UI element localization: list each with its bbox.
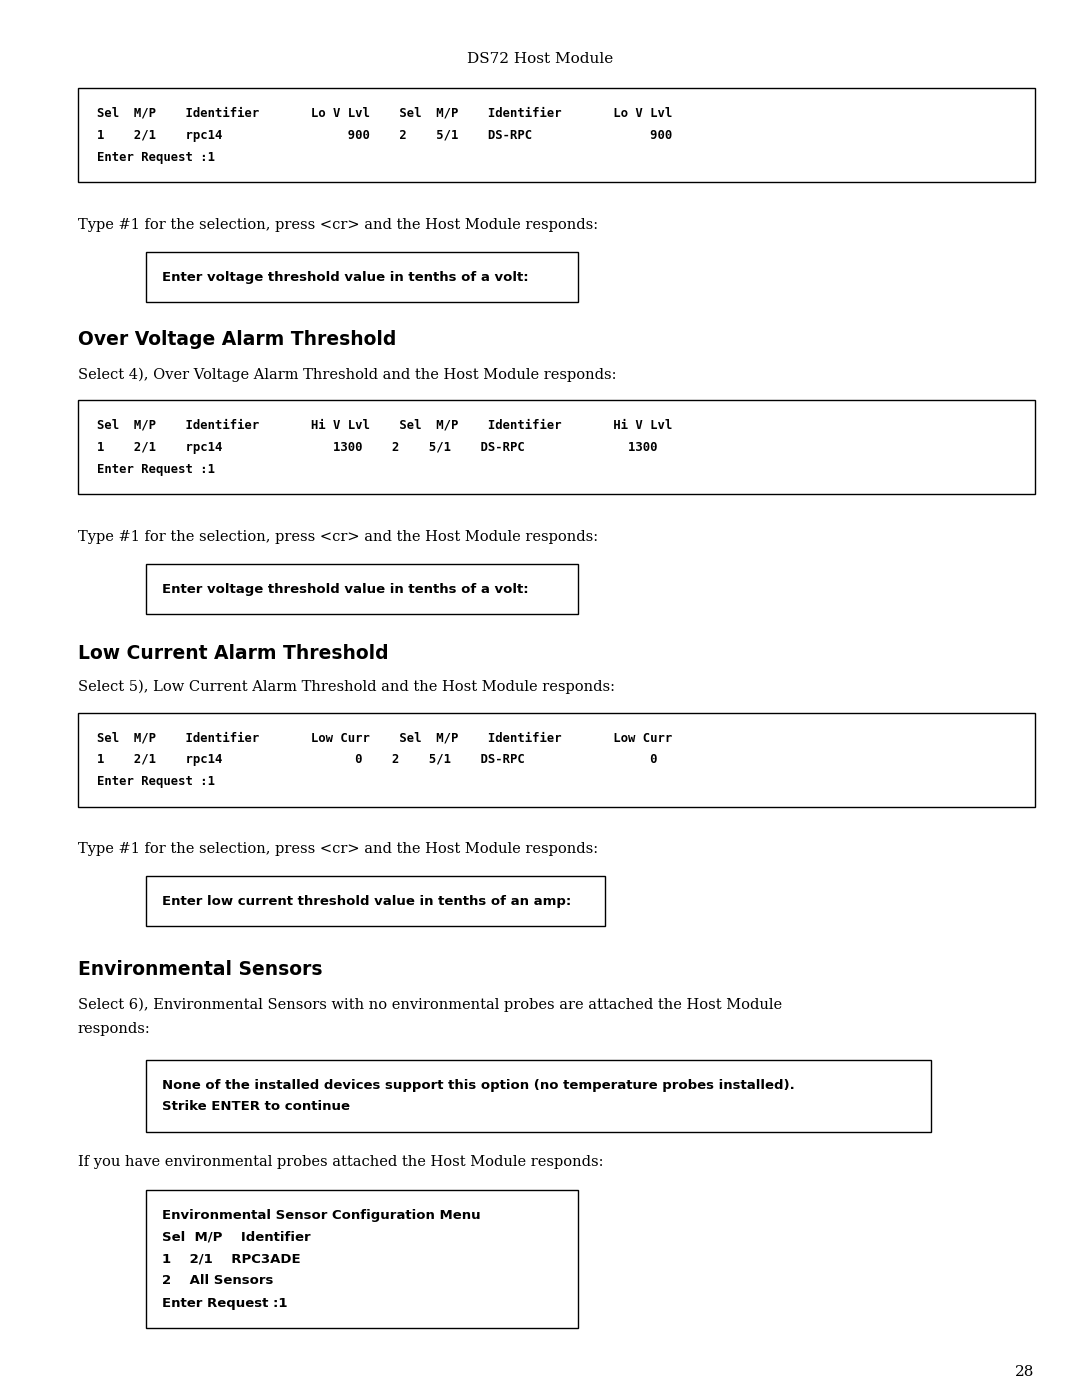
Text: Sel  M/P    Identifier       Lo V Lvl    Sel  M/P    Identifier       Lo V Lvl: Sel M/P Identifier Lo V Lvl Sel M/P Iden… <box>97 106 673 120</box>
Bar <box>146 1190 578 1329</box>
Text: 1    2/1    RPC3ADE: 1 2/1 RPC3ADE <box>162 1253 300 1266</box>
Text: Select 6), Environmental Sensors with no environmental probes are attached the H: Select 6), Environmental Sensors with no… <box>78 997 782 1013</box>
Text: Sel  M/P    Identifier       Hi V Lvl    Sel  M/P    Identifier       Hi V Lvl: Sel M/P Identifier Hi V Lvl Sel M/P Iden… <box>97 419 673 432</box>
Text: Environmental Sensors: Environmental Sensors <box>78 960 322 979</box>
Text: Enter Request :1: Enter Request :1 <box>97 151 215 163</box>
Text: 28: 28 <box>1015 1365 1035 1379</box>
Bar <box>146 876 605 926</box>
Text: None of the installed devices support this option (no temperature probes install: None of the installed devices support th… <box>162 1078 795 1091</box>
Text: Enter Request :1: Enter Request :1 <box>97 775 215 788</box>
Text: Over Voltage Alarm Threshold: Over Voltage Alarm Threshold <box>78 330 396 349</box>
Text: responds:: responds: <box>78 1023 150 1037</box>
Bar <box>146 564 578 615</box>
Text: Select 4), Over Voltage Alarm Threshold and the Host Module responds:: Select 4), Over Voltage Alarm Threshold … <box>78 367 617 383</box>
Bar <box>146 1060 931 1132</box>
Text: Type #1 for the selection, press <cr> and the Host Module responds:: Type #1 for the selection, press <cr> an… <box>78 529 598 543</box>
Text: Environmental Sensor Configuration Menu: Environmental Sensor Configuration Menu <box>162 1208 481 1221</box>
Text: 1    2/1    rpc14                  0    2    5/1    DS-RPC                 0: 1 2/1 rpc14 0 2 5/1 DS-RPC 0 <box>97 753 658 767</box>
Text: 2    All Sensors: 2 All Sensors <box>162 1274 273 1288</box>
Text: Type #1 for the selection, press <cr> and the Host Module responds:: Type #1 for the selection, press <cr> an… <box>78 218 598 232</box>
Text: Enter voltage threshold value in tenths of a volt:: Enter voltage threshold value in tenths … <box>162 583 528 595</box>
Text: If you have environmental probes attached the Host Module responds:: If you have environmental probes attache… <box>78 1155 604 1169</box>
Text: DS72 Host Module: DS72 Host Module <box>467 52 613 66</box>
Text: Strike ENTER to continue: Strike ENTER to continue <box>162 1101 350 1113</box>
Text: Low Current Alarm Threshold: Low Current Alarm Threshold <box>78 644 389 664</box>
Text: Type #1 for the selection, press <cr> and the Host Module responds:: Type #1 for the selection, press <cr> an… <box>78 842 598 856</box>
Text: 1    2/1    rpc14               1300    2    5/1    DS-RPC              1300: 1 2/1 rpc14 1300 2 5/1 DS-RPC 1300 <box>97 440 658 454</box>
Text: Select 5), Low Current Alarm Threshold and the Host Module responds:: Select 5), Low Current Alarm Threshold a… <box>78 680 615 694</box>
Text: Enter Request :1: Enter Request :1 <box>97 462 215 475</box>
Bar <box>78 712 1035 807</box>
Bar <box>146 251 578 302</box>
Bar <box>78 400 1035 495</box>
Text: Enter low current threshold value in tenths of an amp:: Enter low current threshold value in ten… <box>162 894 571 908</box>
Text: Sel  M/P    Identifier       Low Curr    Sel  M/P    Identifier       Low Curr: Sel M/P Identifier Low Curr Sel M/P Iden… <box>97 732 673 745</box>
Text: Sel  M/P    Identifier: Sel M/P Identifier <box>162 1231 311 1243</box>
Bar <box>78 88 1035 182</box>
Text: Enter voltage threshold value in tenths of a volt:: Enter voltage threshold value in tenths … <box>162 271 528 284</box>
Text: Enter Request :1: Enter Request :1 <box>162 1296 287 1309</box>
Text: 1    2/1    rpc14                 900    2    5/1    DS-RPC                900: 1 2/1 rpc14 900 2 5/1 DS-RPC 900 <box>97 129 673 141</box>
